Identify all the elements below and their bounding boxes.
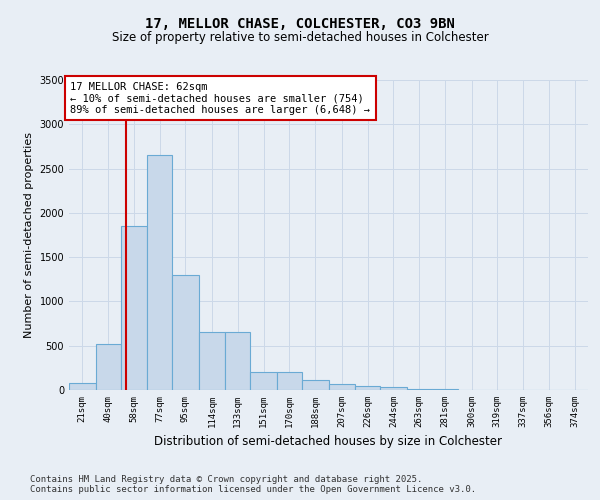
Bar (95, 344, 121, 390)
Text: 17, MELLOR CHASE, COLCHESTER, CO3 9BN: 17, MELLOR CHASE, COLCHESTER, CO3 9BN (145, 18, 455, 32)
Bar (199, 332, 225, 390)
Bar (407, 388, 432, 390)
Bar (147, 156, 172, 390)
Bar (250, 372, 277, 390)
Text: Size of property relative to semi-detached houses in Colchester: Size of property relative to semi-detach… (112, 31, 488, 44)
Bar (302, 380, 329, 390)
Bar (277, 372, 302, 390)
Bar (69, 384, 95, 390)
Bar (225, 332, 250, 390)
Text: Contains HM Land Registry data © Crown copyright and database right 2025.
Contai: Contains HM Land Registry data © Crown c… (30, 475, 476, 494)
Text: 17 MELLOR CHASE: 62sqm
← 10% of semi-detached houses are smaller (754)
89% of se: 17 MELLOR CHASE: 62sqm ← 10% of semi-det… (70, 82, 370, 114)
X-axis label: Distribution of semi-detached houses by size in Colchester: Distribution of semi-detached houses by … (155, 436, 503, 448)
Bar (172, 275, 199, 390)
Bar (380, 388, 407, 390)
Bar (121, 226, 147, 390)
Y-axis label: Number of semi-detached properties: Number of semi-detached properties (24, 132, 34, 338)
Bar (329, 384, 355, 390)
Bar (355, 386, 380, 390)
